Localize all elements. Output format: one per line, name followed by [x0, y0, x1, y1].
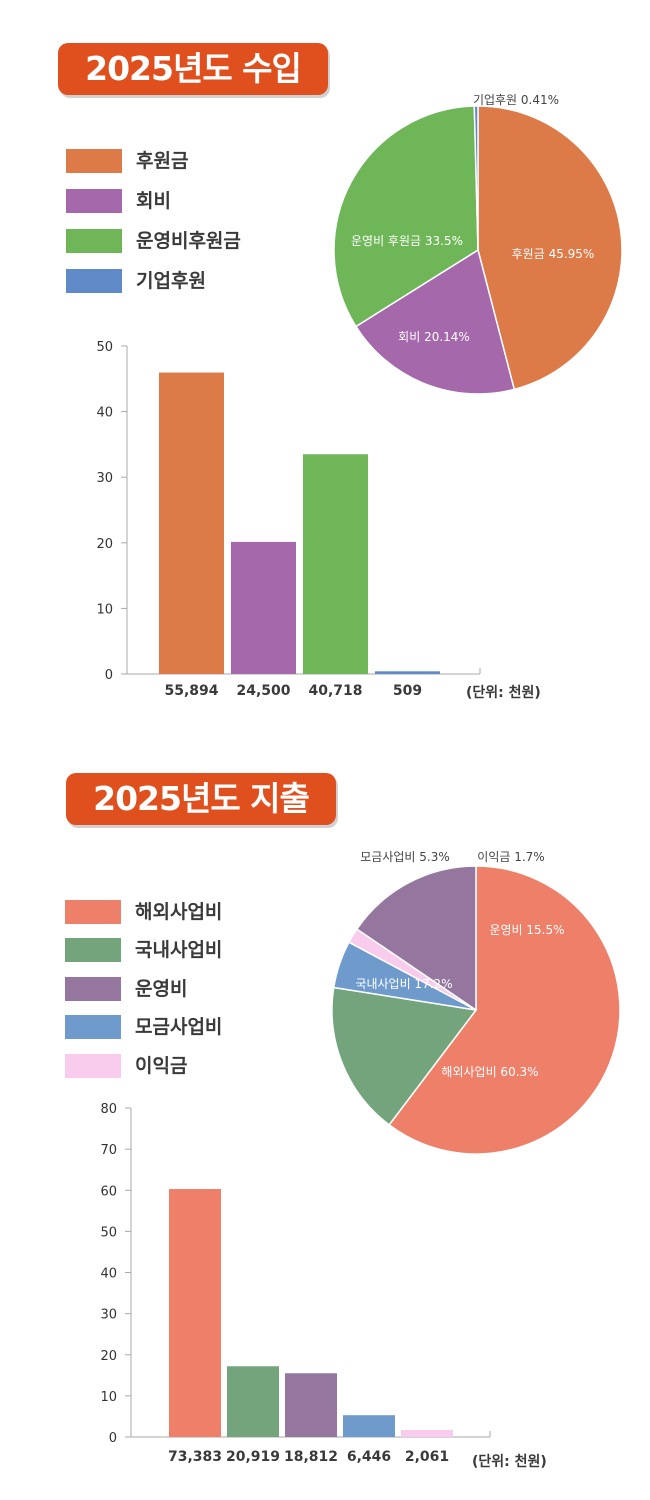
y-tick-label: 80: [100, 1102, 117, 1117]
bar-category-label: 18,812: [284, 1449, 338, 1465]
y-tick-label: 10: [96, 602, 113, 617]
y-tick-label: 20: [100, 1349, 117, 1364]
y-tick-label: 40: [100, 1267, 117, 1282]
legend-swatch: [66, 149, 122, 173]
y-tick-label: 40: [96, 406, 113, 421]
bar-category-label: 40,718: [308, 683, 362, 699]
legend-label: 운영비: [135, 978, 188, 1000]
pie-label: 모금사업비 5.3%: [360, 850, 450, 864]
legend-label: 해외사업비: [135, 901, 223, 923]
pie-label: 이익금 1.7%: [477, 850, 544, 864]
legend-swatch: [65, 900, 121, 924]
legend-swatch: [65, 938, 121, 962]
legend-label: 회비: [136, 190, 171, 212]
pie-label: 후원금 45.95%: [512, 247, 595, 261]
bar-category-label: 55,894: [164, 683, 218, 699]
pie-label: 해외사업비 60.3%: [441, 1065, 538, 1079]
bar: [159, 372, 224, 674]
y-tick-label: 50: [96, 340, 113, 355]
y-tick-label: 0: [109, 1431, 117, 1446]
legend-label: 국내사업비: [135, 939, 223, 961]
bar-category-label: 2,061: [405, 1449, 449, 1465]
bar: [169, 1189, 221, 1437]
pie-label: 국내사업비 17.2%: [355, 977, 452, 991]
pie-label: 기업후원 0.41%: [473, 93, 559, 107]
y-tick-label: 60: [100, 1184, 117, 1199]
bar-category-label: 6,446: [347, 1449, 391, 1465]
bar: [343, 1415, 395, 1437]
y-tick-label: 30: [96, 471, 113, 486]
bar-category-label: 509: [393, 683, 422, 699]
pie-slice: [473, 105, 479, 251]
y-tick-label: 70: [100, 1143, 117, 1158]
pie-label: 회비 20.14%: [398, 330, 470, 344]
bar-category-label: 20,919: [226, 1449, 280, 1465]
bar: [375, 671, 440, 674]
expense-title: 2025년도 지출: [66, 773, 336, 825]
bar-category-label: 73,383: [168, 1449, 222, 1465]
bar: [285, 1373, 337, 1437]
y-tick-label: 20: [96, 537, 113, 552]
bar: [231, 541, 296, 674]
y-tick-label: 30: [100, 1308, 117, 1323]
y-tick-label: 10: [100, 1390, 117, 1405]
y-tick-label: 50: [100, 1225, 117, 1240]
pie-slice: [331, 986, 478, 1126]
bar: [227, 1366, 279, 1437]
pie-slice: [333, 105, 479, 328]
y-tick-label: 0: [105, 668, 113, 683]
bar: [401, 1430, 453, 1437]
legend-swatch: [66, 269, 122, 293]
legend-label: 운영비후원금: [136, 230, 241, 252]
bar: [303, 454, 368, 674]
bar-category-label: 24,500: [236, 683, 290, 699]
pie-slice: [477, 105, 623, 391]
legend-swatch: [65, 1015, 121, 1039]
legend-label: 기업후원: [136, 270, 206, 292]
pie-label: 운영비 15.5%: [489, 923, 564, 937]
legend-swatch: [65, 1054, 121, 1078]
pie-label: 운영비 후원금 33.5%: [351, 234, 463, 248]
legend-label: 이익금: [135, 1055, 188, 1077]
pie-slice: [355, 865, 477, 1012]
legend-swatch: [66, 229, 122, 253]
legend-label: 후원금: [136, 150, 189, 172]
legend-label: 모금사업비: [135, 1016, 223, 1038]
income-title: 2025년도 수입: [58, 43, 328, 95]
legend-swatch: [66, 189, 122, 213]
legend-swatch: [65, 977, 121, 1001]
pie-slice: [354, 248, 516, 395]
pie-slice: [388, 865, 621, 1155]
